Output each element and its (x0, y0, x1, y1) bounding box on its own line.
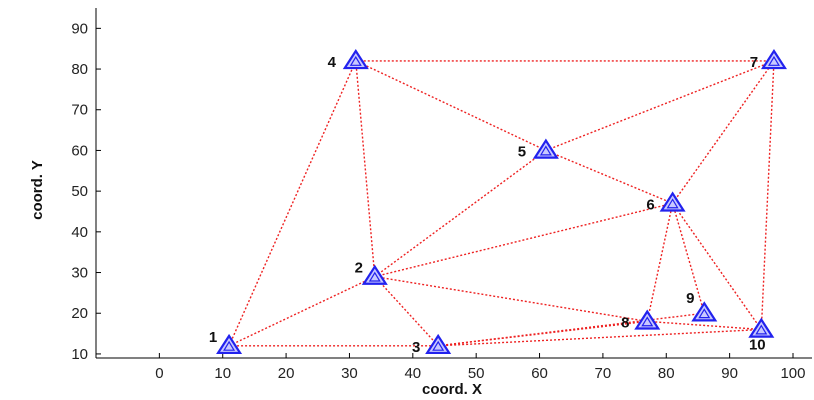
node-5-marker (532, 138, 559, 159)
edge-2-5 (374, 149, 547, 278)
y-tick-label: 20 (71, 305, 88, 322)
triangle-inner (349, 55, 362, 66)
edge-6-8 (646, 203, 674, 322)
triangle-marker (532, 138, 559, 159)
y-axis-ticks: 10 20 30 40 50 60 70 80 90 (71, 20, 101, 363)
triangle-marker (760, 48, 788, 70)
node-4-marker (342, 48, 369, 70)
y-tick-label: 30 (71, 265, 88, 282)
node-labels-layer: 1 2 3 4 5 6 7 8 9 10 (209, 54, 766, 356)
node-label: 4 (328, 54, 337, 71)
triangle-marker (425, 333, 452, 355)
y-tick-label: 40 (71, 224, 88, 241)
triangle-inner (223, 340, 236, 351)
triangle-inner (698, 308, 711, 319)
edge-6-10 (672, 202, 762, 330)
triangle-inner (767, 55, 780, 66)
node-label: 7 (750, 54, 758, 71)
node-2-marker (361, 264, 388, 285)
edge-2-6 (374, 202, 673, 278)
triangle-inner (641, 316, 654, 327)
node-1-marker (216, 333, 243, 355)
y-axis-title: coord. Y (29, 160, 46, 220)
edge-3-9 (438, 312, 705, 347)
y-tick-label: 60 (71, 142, 88, 159)
edge-5-7 (545, 60, 775, 152)
node-3-marker (425, 333, 452, 355)
triangle-inner (666, 198, 679, 209)
triangle-marker (361, 264, 388, 285)
node-10-marker (748, 317, 775, 338)
x-tick-label: 30 (341, 365, 358, 382)
node-label: 9 (686, 290, 694, 307)
edge-5-6 (545, 149, 673, 204)
node-label: 2 (355, 260, 363, 277)
node-label: 6 (646, 196, 654, 213)
node-8-marker (634, 309, 661, 330)
x-tick-label: 100 (780, 365, 805, 382)
triangle-marker (634, 309, 661, 330)
triangle-marker (216, 333, 243, 355)
triangle-inner (755, 324, 768, 335)
y-tick-label: 10 (71, 346, 88, 363)
triangle-inner (432, 340, 445, 351)
x-axis-title: coord. X (422, 381, 482, 398)
x-tick-label: 20 (278, 365, 295, 382)
x-tick-label: 10 (214, 365, 231, 382)
x-tick-label: 80 (658, 365, 675, 382)
y-tick-label: 80 (71, 61, 88, 78)
node-label: 1 (209, 329, 217, 346)
edge-8-10 (647, 320, 762, 331)
nodes-layer (216, 48, 788, 355)
triangle-marker (659, 191, 686, 212)
edge-6-9 (671, 203, 705, 314)
edge-4-2 (355, 60, 376, 277)
triangle-inner (368, 271, 381, 282)
node-label: 10 (749, 337, 766, 354)
y-tick-label: 70 (71, 102, 88, 119)
edge-1-2 (228, 275, 376, 347)
node-label: 3 (412, 339, 420, 356)
y-tick-label: 50 (71, 183, 88, 200)
edge-6-7 (672, 60, 775, 204)
edge-4-5 (355, 60, 547, 152)
triangle-marker (748, 317, 775, 338)
x-tick-label: 90 (721, 365, 738, 382)
x-tick-label: 60 (531, 365, 548, 382)
triangle-marker (691, 301, 718, 322)
x-tick-label: 40 (404, 365, 421, 382)
axes-layer (95, 8, 812, 359)
node-6-marker (659, 191, 686, 212)
node-9-marker (691, 301, 718, 322)
node-label: 8 (621, 314, 629, 331)
node-7-marker (760, 48, 788, 70)
node-label: 5 (518, 143, 526, 160)
edge-7-10 (760, 60, 775, 330)
x-tick-label: 0 (155, 365, 163, 382)
x-axis-ticks: 0 10 20 30 40 50 60 70 80 90 100 (155, 353, 806, 382)
x-tick-label: 50 (468, 365, 485, 382)
plot-frame (96, 8, 812, 358)
y-tick-label: 90 (71, 20, 88, 37)
edges-layer (228, 60, 775, 347)
edge-3-10 (438, 328, 762, 347)
x-tick-label: 70 (595, 365, 612, 382)
plot-area (96, 8, 812, 358)
triangle-marker (342, 48, 369, 70)
triangle-inner (539, 145, 552, 156)
